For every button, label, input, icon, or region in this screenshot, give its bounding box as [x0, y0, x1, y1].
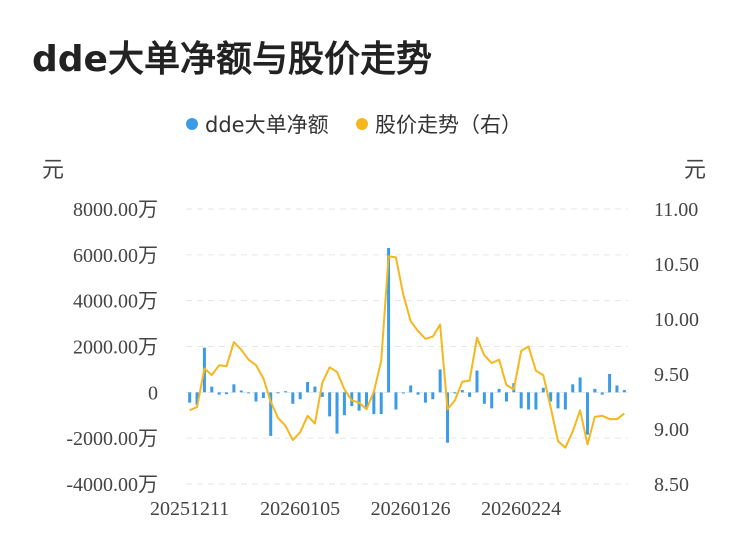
dde-bar: [372, 392, 376, 415]
left-tick-label: 8000.00万: [73, 199, 158, 221]
left-tick-label: -4000.00万: [66, 474, 158, 496]
line-series-price: [189, 255, 625, 449]
dde-bar: [320, 392, 324, 397]
dde-bar: [585, 392, 589, 435]
dde-bar: [453, 392, 457, 394]
bar-series-dde: [188, 247, 626, 443]
legend-label-dde: dde大单净额: [205, 113, 329, 137]
dde-bar: [615, 385, 619, 393]
dde-bar: [541, 387, 545, 393]
right-axis-unit: 元: [684, 158, 706, 183]
dde-bar: [379, 392, 383, 415]
legend-marker-dde: [186, 118, 198, 130]
dde-bar: [217, 392, 221, 395]
dde-bar: [291, 392, 295, 404]
dde-bar: [527, 392, 531, 410]
dde-bar: [283, 391, 287, 393]
dde-bar: [571, 384, 575, 393]
dde-bar: [225, 392, 229, 395]
dde-bar: [608, 374, 612, 393]
right-tick-label: 10.00: [654, 309, 699, 331]
dde-bar: [394, 392, 398, 410]
dde-bar: [534, 392, 538, 410]
x-tick-label: 20260105: [260, 498, 340, 520]
dde-bar: [549, 392, 553, 402]
dde-bar: [401, 392, 405, 394]
dde-bar: [600, 392, 604, 395]
dde-bar: [475, 370, 479, 393]
grid: [186, 208, 628, 485]
dde-bar: [460, 390, 464, 393]
dde-bar: [416, 392, 420, 395]
left-tick-label: -2000.00万: [66, 428, 158, 450]
dde-bar: [556, 392, 560, 409]
right-axis-ticks: 11.00 10.50 10.00 9.50 9.00 8.50: [654, 199, 699, 496]
dde-bar: [409, 385, 413, 393]
right-tick-label: 9.00: [654, 419, 689, 441]
dde-bar: [431, 392, 435, 400]
dde-bar: [335, 392, 339, 434]
dde-bar: [306, 382, 310, 393]
dde-bar: [232, 384, 236, 393]
dde-bar: [446, 392, 450, 443]
dde-bar: [247, 392, 251, 394]
dde-bar: [438, 369, 442, 393]
dde-bar: [298, 392, 302, 400]
chart-title: dde大单净额与股价走势: [32, 39, 432, 80]
dde-bar: [210, 386, 214, 393]
dde-bar: [364, 392, 368, 408]
x-tick-label: 20260224: [481, 498, 561, 520]
legend: dde大单净额 股价走势（右）: [186, 113, 522, 137]
legend-marker-price: [356, 118, 368, 130]
dde-bar: [328, 392, 332, 417]
left-tick-label: 0: [148, 382, 158, 404]
dde-bar: [239, 390, 243, 393]
dde-bar: [622, 390, 626, 393]
dde-bar: [195, 392, 199, 405]
dde-bar: [497, 388, 501, 393]
dde-bar: [269, 392, 273, 436]
x-axis-ticks: 20251211 20260105 20260126 20260224: [150, 498, 561, 520]
dde-bar: [504, 392, 508, 402]
legend-label-price: 股价走势（右）: [375, 113, 522, 137]
dde-bar: [490, 392, 494, 409]
dde-bar: [578, 377, 582, 393]
dde-bar: [261, 392, 265, 399]
price-line: [189, 255, 625, 449]
x-tick-label: 20251211: [150, 498, 229, 520]
dde-bar: [254, 392, 258, 402]
right-tick-label: 11.00: [654, 199, 698, 221]
dde-bar: [387, 247, 391, 393]
dde-bar: [563, 392, 567, 410]
left-tick-label: 6000.00万: [73, 245, 158, 267]
left-tick-label: 4000.00万: [73, 291, 158, 313]
right-tick-label: 8.50: [654, 474, 689, 496]
dde-bar: [519, 392, 523, 409]
dde-bar: [468, 392, 472, 397]
dde-bar: [342, 392, 346, 416]
dde-bar: [188, 392, 192, 403]
left-tick-label: 2000.00万: [73, 337, 158, 359]
dde-bar: [593, 388, 597, 393]
right-tick-label: 9.50: [654, 364, 689, 386]
dde-bar: [482, 392, 486, 404]
left-axis-unit: 元: [42, 158, 64, 183]
right-tick-label: 10.50: [654, 254, 699, 276]
dde-bar: [357, 392, 361, 411]
x-tick-label: 20260126: [371, 498, 451, 520]
dde-bar: [423, 392, 427, 403]
dde-bar: [313, 386, 317, 393]
left-axis-ticks: 8000.00万 6000.00万 4000.00万 2000.00万 0 -2000.0…: [66, 199, 158, 496]
dde-bar: [276, 392, 280, 394]
